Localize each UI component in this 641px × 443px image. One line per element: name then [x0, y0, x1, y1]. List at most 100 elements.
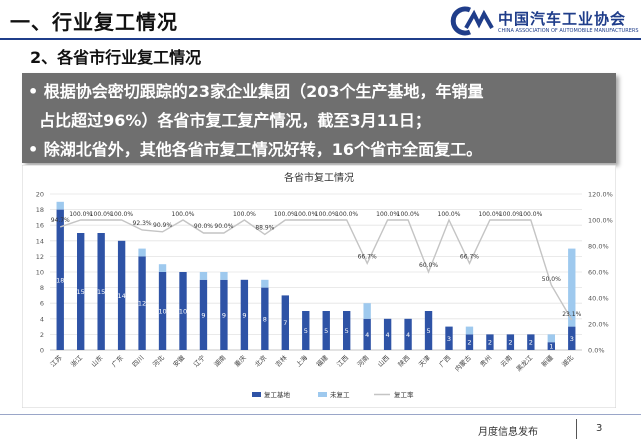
y-left-tick-label: 12 — [36, 253, 44, 261]
bar-resumed — [281, 295, 289, 350]
bar-value-label: 5 — [304, 327, 308, 335]
y-right-tick-label: 60.0% — [588, 269, 609, 277]
rate-label: 66.7% — [358, 253, 377, 260]
header-divider — [0, 38, 641, 40]
bar-not-resumed — [199, 272, 208, 280]
bullet-line-2: 占比超过96%）各省市复工复产情况，截至3月11日； — [28, 111, 431, 130]
bar-value-label: 2 — [529, 339, 533, 347]
bar-not-resumed — [56, 201, 64, 210]
bar-value-label: 18 — [56, 276, 64, 284]
bar-resumed — [404, 318, 412, 350]
bar-resumed — [179, 272, 187, 350]
bar-resumed — [363, 318, 371, 350]
y-right-tick-label: 80.0% — [588, 243, 609, 251]
rate-label: 60.0% — [419, 262, 438, 269]
rate-label: 100.0% — [376, 211, 399, 218]
bar-value-label: 2 — [508, 339, 512, 347]
bar-resumed — [220, 279, 228, 350]
bullet-line-1: • 根据协会密切跟踪的23家企业集团（203个生产基地，年销量 — [28, 82, 484, 101]
logo: 中国汽车工业协会 CHINA ASSOCIATION OF AUTOMOBILE… — [448, 6, 639, 40]
y-left-tick-label: 16 — [36, 222, 44, 230]
rate-line — [59, 218, 573, 321]
logo-name-cn: 中国汽车工业协会 — [498, 10, 627, 28]
rate-label: 100.0% — [519, 211, 542, 218]
y-left-tick-label: 0 — [40, 347, 44, 355]
bar-value-label: 4 — [386, 331, 390, 339]
footer-divider — [0, 414, 641, 415]
bar-value-label: 5 — [426, 327, 430, 335]
bar-resumed — [158, 272, 167, 350]
bar-value-label: 10 — [179, 308, 187, 316]
legend-label-not-resumed: 未复工 — [330, 390, 350, 399]
y-right-tick-label: 40.0% — [588, 295, 609, 303]
rate-label: 100.0% — [397, 211, 420, 218]
rate-label: 100.0% — [499, 211, 522, 218]
rate-label: 88.9% — [255, 224, 274, 231]
y-left-tick-label: 20 — [36, 191, 44, 199]
bar-resumed — [445, 326, 453, 350]
y-right-tick-label: 100.0% — [588, 217, 613, 225]
bar-resumed — [424, 311, 433, 350]
bar-resumed — [261, 287, 269, 350]
legend-label-resumed: 复工基地 — [264, 390, 291, 399]
bar-not-resumed — [547, 334, 555, 343]
bar-resumed — [343, 311, 351, 350]
rate-label: 50.0% — [542, 276, 561, 283]
bar-resumed — [547, 342, 555, 350]
bar-value-label: 15 — [77, 288, 85, 296]
bar-resumed — [465, 334, 474, 350]
rate-label: 100.0% — [110, 211, 133, 218]
bar-value-label: 1 — [549, 343, 553, 351]
bar-resumed — [568, 326, 576, 350]
chart-frame — [22, 165, 616, 408]
page-title: 一、行业复工情况 — [10, 10, 178, 34]
rate-label: 23.1% — [562, 311, 581, 318]
y-left-tick-label: 6 — [40, 300, 44, 308]
y-right-tick-label: 120.0% — [588, 191, 613, 199]
bar-resumed — [506, 334, 515, 350]
bar-resumed — [56, 209, 64, 350]
bar-not-resumed — [158, 264, 167, 272]
legend-label-rate: 复工率 — [394, 390, 414, 399]
rate-label: 100.0% — [69, 211, 92, 218]
section-subtitle: 2、各省市行业复工情况 — [30, 48, 202, 67]
y-left-tick-label: 18 — [36, 206, 44, 214]
chart-title: 各省市复工情况 — [284, 171, 354, 184]
bar-value-label: 5 — [345, 327, 349, 335]
y-left-tick-label: 10 — [36, 269, 44, 277]
rate-label: 92.3% — [133, 220, 152, 227]
bar-value-label: 4 — [406, 331, 410, 339]
rate-label: 100.0% — [172, 211, 195, 218]
bar-resumed — [527, 334, 535, 350]
legend-swatch-resumed — [252, 392, 261, 397]
rate-label: 66.7% — [460, 253, 479, 260]
bar-value-label: 12 — [138, 300, 146, 308]
legend-swatch-not-resumed — [318, 392, 327, 397]
rate-label: 100.0% — [274, 211, 297, 218]
rate-label: 90.9% — [153, 222, 172, 229]
rate-label: 94.7% — [51, 217, 70, 224]
y-right-tick-label: 0.0% — [588, 347, 605, 355]
rate-label: 100.0% — [438, 211, 461, 218]
caam-logo-icon — [450, 6, 494, 36]
bar-resumed — [117, 240, 126, 350]
bar-resumed — [199, 279, 208, 350]
bar-resumed — [138, 256, 146, 350]
rate-label: 90.0% — [214, 223, 233, 230]
bar-not-resumed — [568, 248, 576, 327]
bar-not-resumed — [138, 248, 146, 257]
summary-box: • 根据协会密切跟踪的23家企业集团（203个生产基地，年销量 占比超过96%）… — [22, 73, 616, 163]
y-left-tick-label: 2 — [40, 331, 44, 339]
rate-label: 100.0% — [478, 211, 501, 218]
bar-value-label: 9 — [201, 311, 205, 319]
bar-value-label: 4 — [365, 331, 369, 339]
bar-resumed — [486, 334, 494, 350]
bar-resumed — [383, 318, 392, 350]
rate-label: 100.0% — [335, 211, 358, 218]
rate-label: 100.0% — [90, 211, 113, 218]
bar-value-label: 9 — [242, 311, 246, 319]
rate-label: 100.0% — [233, 211, 256, 218]
y-left-tick-label: 4 — [40, 315, 44, 323]
bar-not-resumed — [363, 303, 371, 319]
